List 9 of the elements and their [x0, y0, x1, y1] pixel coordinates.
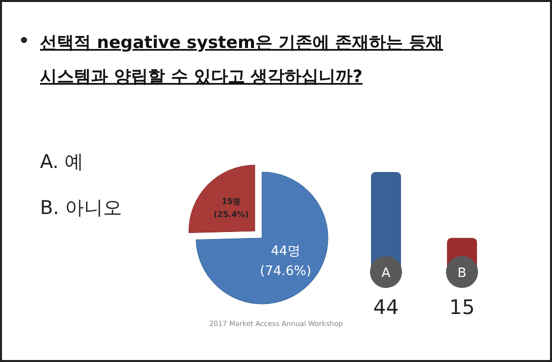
- text: B. 아니오: [40, 197, 122, 219]
- x-tick-label: A: [382, 266, 391, 281]
- data-label: 15명 (25.4%): [214, 197, 249, 219]
- data-label: 44명 (74.6%): [260, 244, 312, 280]
- data-label: 15: [449, 295, 475, 319]
- text: A. 예: [40, 151, 84, 173]
- data-label: 44: [373, 295, 399, 319]
- chart-title: 선택적 negative system은 기존에 존재하는 등재 시스템과 양립할 수 있다고 생각하십니까?: [40, 33, 444, 87]
- x-tick-label: B: [458, 266, 466, 281]
